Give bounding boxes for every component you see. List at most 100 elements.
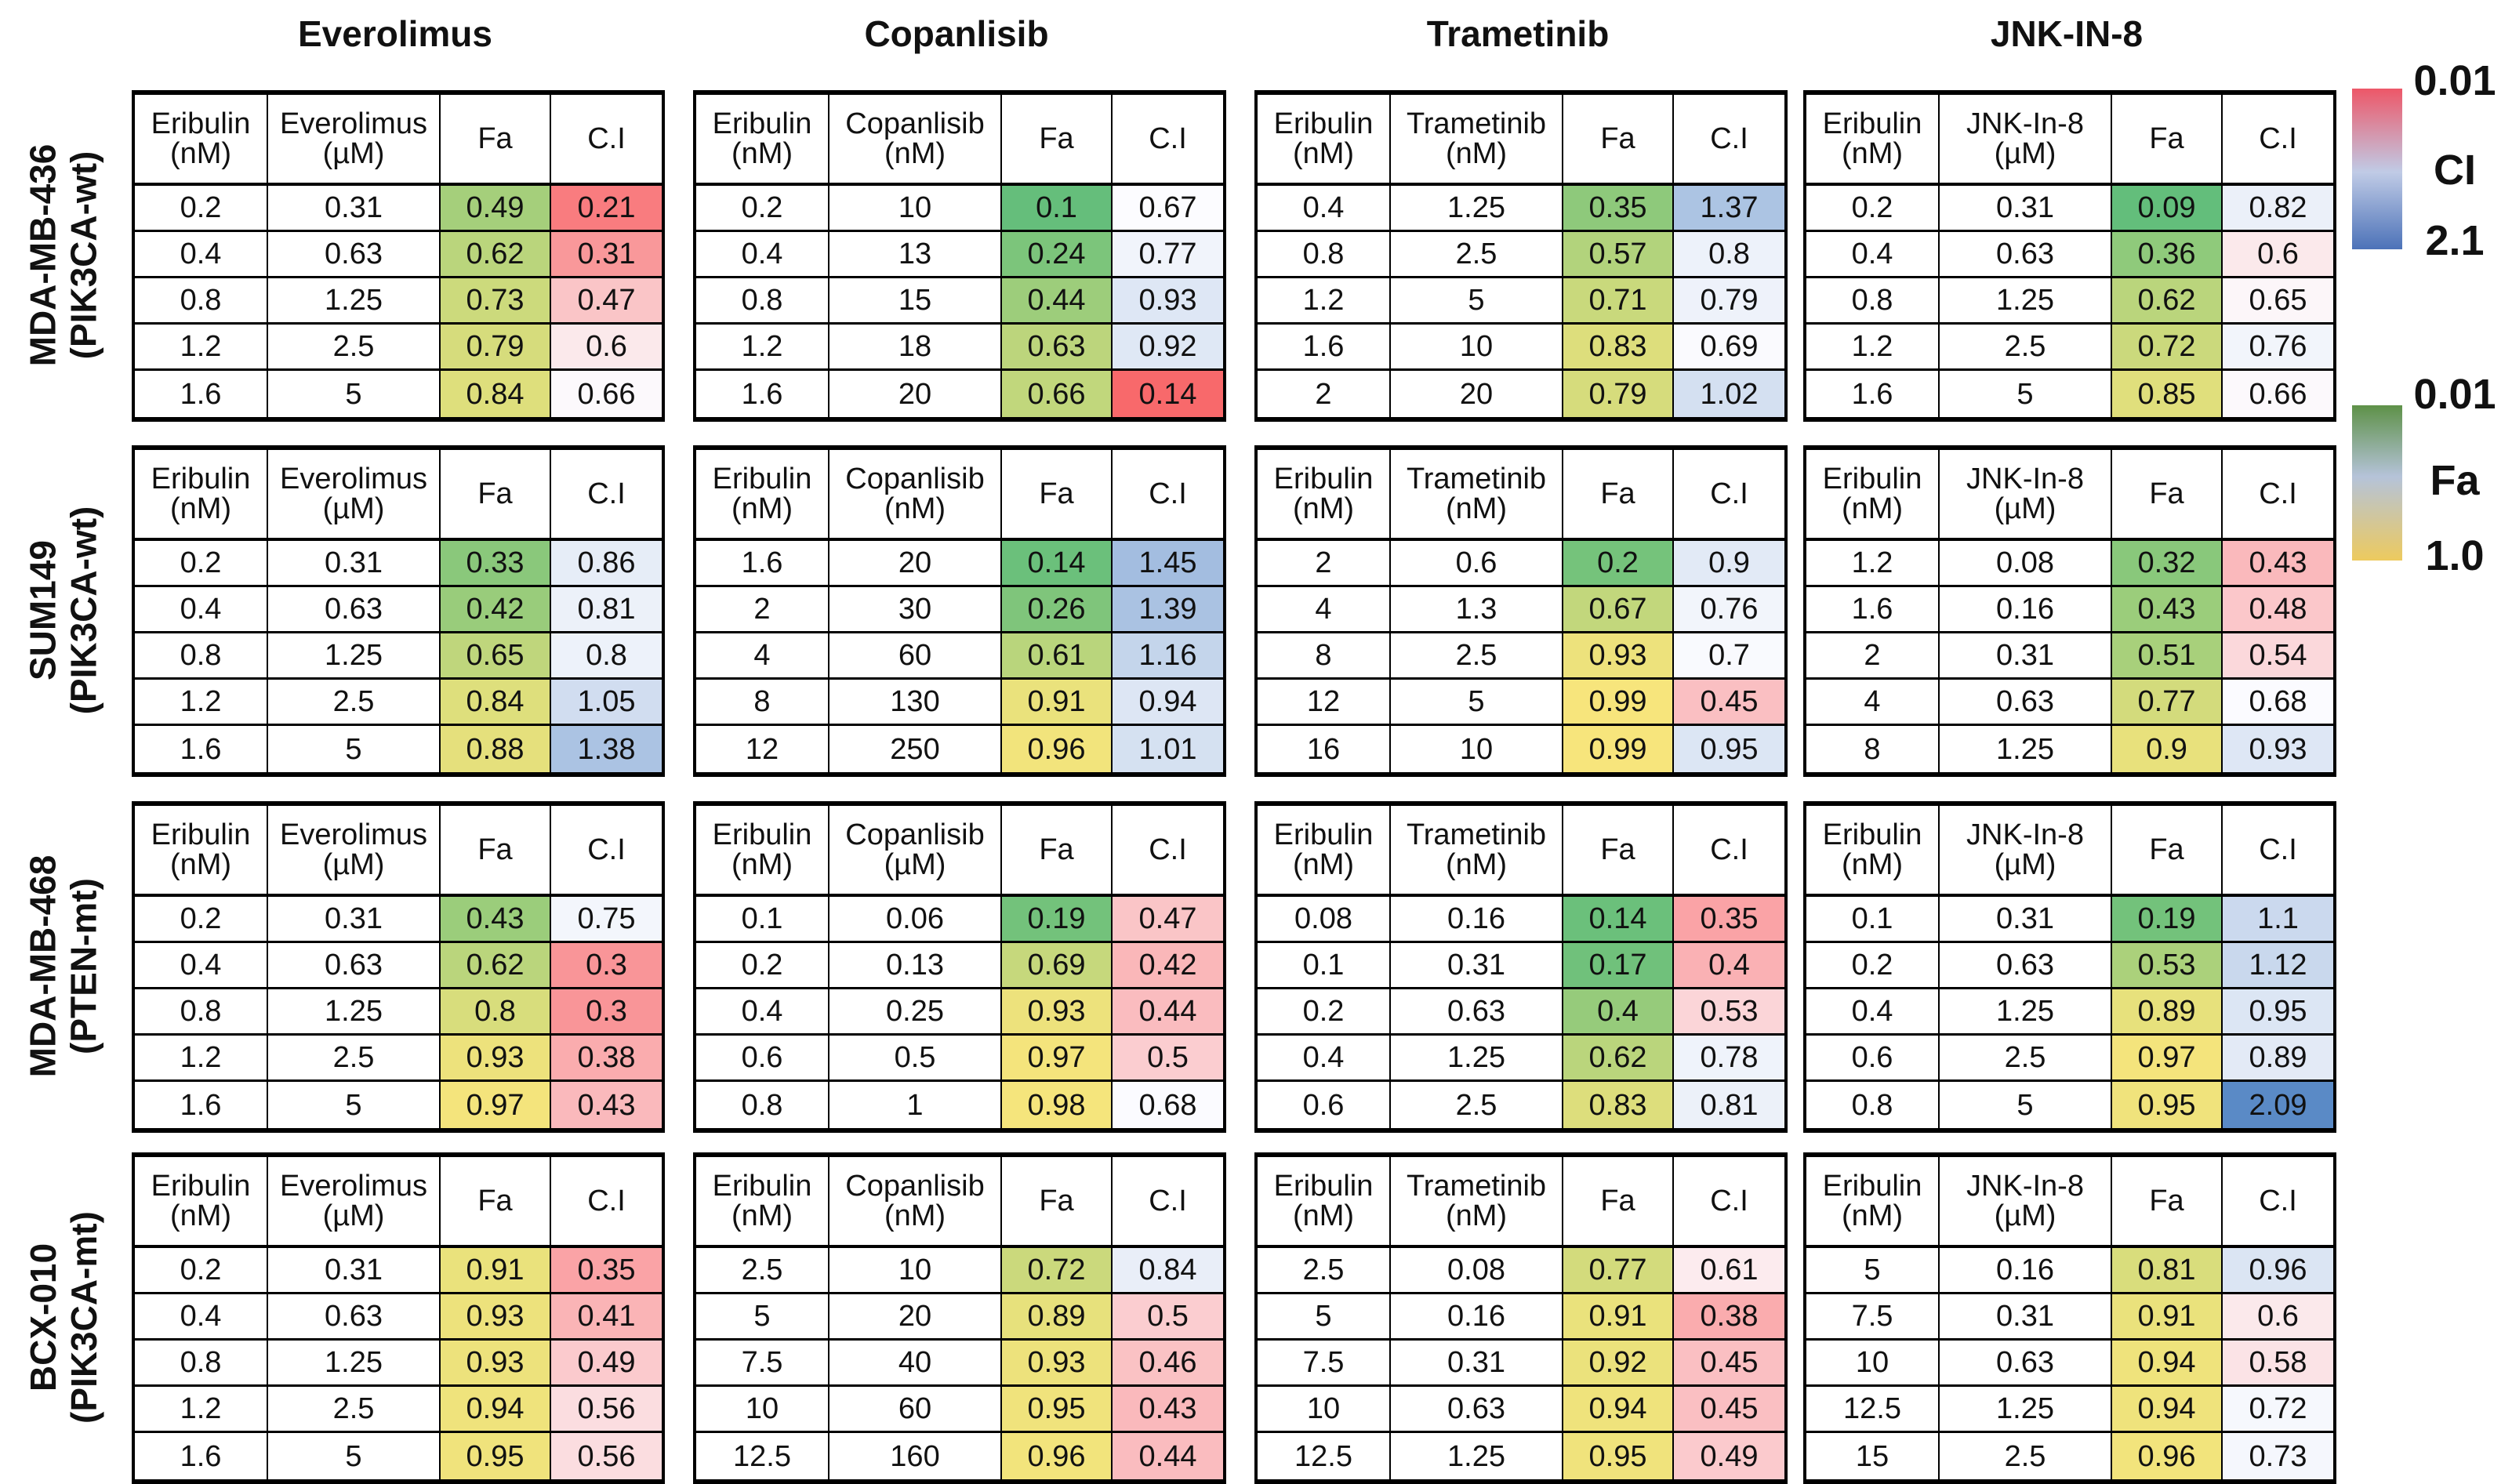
fa-value: 0.95	[1563, 1433, 1674, 1479]
drug-dose-value: 10	[1391, 325, 1563, 371]
drug-dose-value: 2.5	[1940, 1433, 2112, 1479]
ci-value: 2.09	[2223, 1082, 2333, 1128]
ci-value: 0.44	[1113, 989, 1223, 1036]
drug-dose-value: 2.5	[1391, 633, 1563, 680]
fa-value: 0.62	[441, 232, 551, 278]
drug-dose-value: 0.63	[1940, 232, 2112, 278]
ci-value: 0.56	[551, 1387, 662, 1433]
eribulin-dose-value: 12.5	[696, 1433, 829, 1479]
fa-value: 0.17	[1563, 943, 1674, 989]
eribulin-dose-value: 4	[1806, 680, 1940, 726]
fa-value: 0.91	[1563, 1294, 1674, 1341]
eribulin-dose-value: 1.2	[696, 325, 829, 371]
eribulin-dose-value: 10	[1806, 1341, 1940, 1387]
ci-value: 0.49	[1674, 1433, 1784, 1479]
ci-value: 0.76	[1674, 587, 1784, 633]
eribulin-dose-value: 2.5	[1258, 1248, 1391, 1294]
combo-table-SUM149-Everolimus: Eribulin (nM) Everolimus (µM) Fa C.I 0.2 0.31 0.…	[132, 445, 665, 777]
ci-value: 0.95	[1674, 726, 1784, 772]
drug-dose-header: Everolimus (µM)	[268, 450, 441, 541]
eribulin-dose-value: 0.2	[1258, 989, 1391, 1036]
fa-value: 0.72	[1002, 1248, 1113, 1294]
ci-value: 0.73	[2223, 1433, 2333, 1479]
ci-value: 0.69	[1674, 325, 1784, 371]
ci-value: 0.66	[551, 371, 662, 417]
drug-dose-value: 0.31	[268, 186, 441, 232]
fa-header: Fa	[2112, 806, 2223, 897]
ci-value: 0.79	[1674, 278, 1784, 325]
eribulin-dose-value: 0.8	[696, 278, 829, 325]
ci-legend-min-value: 0.01	[2413, 57, 2496, 104]
eribulin-dose-header: Eribulin (nM)	[1258, 806, 1391, 897]
eribulin-dose-header: Eribulin (nM)	[1806, 1157, 1940, 1248]
drug-dose-value: 0.63	[268, 587, 441, 633]
eribulin-dose-header: Eribulin (nM)	[1806, 95, 1940, 186]
ci-value: 0.45	[1674, 1387, 1784, 1433]
ci-value: 0.43	[1113, 1387, 1223, 1433]
eribulin-dose-value: 0.8	[1258, 232, 1391, 278]
ci-value: 0.5	[1113, 1294, 1223, 1341]
drug-dose-value: 0.63	[268, 232, 441, 278]
ci-value: 0.47	[1113, 897, 1223, 943]
fa-value: 0.93	[1002, 1341, 1113, 1387]
fa-value: 0.24	[1002, 232, 1113, 278]
drug-dose-value: 130	[829, 680, 1002, 726]
fa-header: Fa	[1002, 95, 1113, 186]
ci-value: 0.82	[2223, 186, 2333, 232]
ci-value: 0.47	[551, 278, 662, 325]
drug-dose-value: 5	[268, 1433, 441, 1479]
eribulin-dose-value: 0.6	[1258, 1082, 1391, 1128]
drug-dose-value: 1.25	[268, 1341, 441, 1387]
ci-value: 0.75	[551, 897, 662, 943]
eribulin-dose-value: 0.4	[135, 943, 268, 989]
fa-value: 0.81	[2112, 1248, 2223, 1294]
fa-value: 0.19	[2112, 897, 2223, 943]
ci-value: 0.42	[1113, 943, 1223, 989]
fa-value: 0.96	[2112, 1433, 2223, 1479]
drug-dose-value: 160	[829, 1433, 1002, 1479]
drug-dose-value: 20	[1391, 371, 1563, 417]
combo-table-MDA-MB-468-Everolimus: Eribulin (nM) Everolimus (µM) Fa C.I 0.2 0.31 0.…	[132, 801, 665, 1133]
drug-dose-value: 18	[829, 325, 1002, 371]
ci-value: 0.48	[2223, 587, 2333, 633]
eribulin-dose-value: 1.6	[135, 1433, 268, 1479]
eribulin-dose-header: Eribulin (nM)	[1258, 1157, 1391, 1248]
combo-table-BCX-010-Everolimus: Eribulin (nM) Everolimus (µM) Fa C.I 0.2 0.31 0.…	[132, 1152, 665, 1484]
drug-dose-value: 0.16	[1391, 897, 1563, 943]
fa-value: 0.92	[1563, 1341, 1674, 1387]
eribulin-dose-value: 0.4	[1806, 232, 1940, 278]
fa-value: 0.26	[1002, 587, 1113, 633]
eribulin-dose-value: 2	[696, 587, 829, 633]
eribulin-dose-value: 0.2	[696, 186, 829, 232]
fa-value: 0.69	[1002, 943, 1113, 989]
ci-value: 1.02	[1674, 371, 1784, 417]
fa-header: Fa	[2112, 95, 2223, 186]
drug-dose-header: Copanlisib (nM)	[829, 1157, 1002, 1248]
combo-table-BCX-010-JNK-IN-8: Eribulin (nM) JNK-In-8 (µM) Fa C.I 5 0.16 0.81 0.…	[1803, 1152, 2336, 1484]
eribulin-dose-value: 1.6	[1806, 587, 1940, 633]
ci-value: 0.8	[1674, 232, 1784, 278]
drug-dose-header: Everolimus (µM)	[268, 1157, 441, 1248]
drug-dose-value: 0.16	[1940, 1248, 2112, 1294]
fa-value: 0.79	[441, 325, 551, 371]
fa-value: 0.4	[1563, 989, 1674, 1036]
drug-dose-value: 2.5	[268, 325, 441, 371]
drug-dose-value: 0.6	[1391, 541, 1563, 587]
fa-value: 0.83	[1563, 1082, 1674, 1128]
eribulin-dose-value: 1.2	[135, 325, 268, 371]
fa-value: 0.94	[441, 1387, 551, 1433]
drug-dose-value: 0.5	[829, 1036, 1002, 1082]
fa-value: 0.35	[1563, 186, 1674, 232]
drug-dose-value: 2.5	[1391, 232, 1563, 278]
fa-value: 0.95	[1002, 1387, 1113, 1433]
fa-value: 0.36	[2112, 232, 2223, 278]
fa-value: 0.96	[1002, 726, 1113, 772]
eribulin-dose-value: 2	[1806, 633, 1940, 680]
ci-value: 0.49	[551, 1341, 662, 1387]
eribulin-dose-value: 0.4	[135, 1294, 268, 1341]
ci-value: 0.5	[1113, 1036, 1223, 1082]
cell-line-name: SUM149	[22, 540, 64, 680]
drug-dose-value: 0.31	[268, 897, 441, 943]
ci-header: C.I	[1674, 1157, 1784, 1248]
ci-value: 0.44	[1113, 1433, 1223, 1479]
